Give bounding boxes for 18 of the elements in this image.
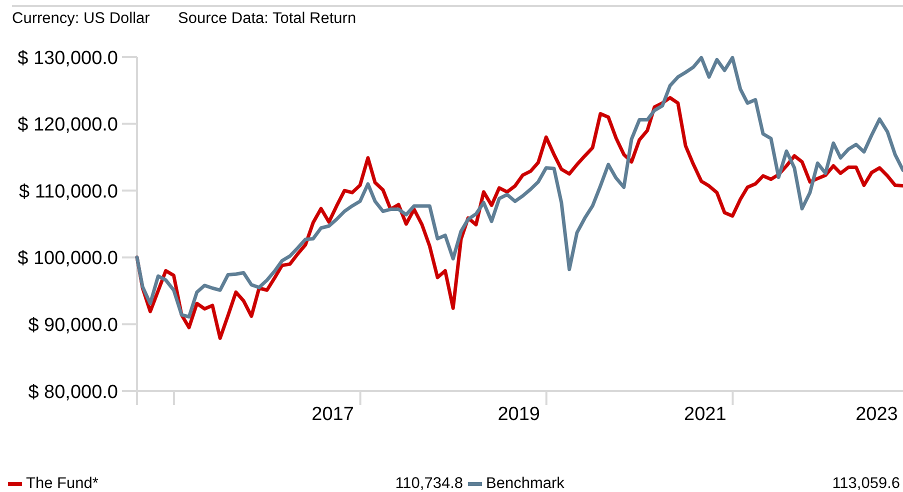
x-tick-label: 2019	[498, 404, 540, 425]
y-tick-label: $ 90,000.0	[28, 315, 118, 336]
legend-label: The Fund*	[26, 475, 98, 492]
y-tick-label: $ 120,000.0	[18, 114, 118, 136]
y-tick-label: $ 110,000.0	[19, 181, 118, 202]
line-series	[135, 96, 903, 340]
text: 110,734.8	[395, 475, 463, 492]
legend-label: Benchmark	[486, 475, 565, 492]
line-series	[135, 56, 903, 319]
source-note: Source Data: Total Return	[178, 10, 356, 27]
y-tick-label: $ 130,000.0	[18, 48, 118, 69]
text: 113,059.6	[832, 475, 900, 492]
y-tick-label: $ 100,000.0	[18, 248, 118, 270]
x-tick-label: 2023	[856, 404, 898, 425]
text: Currency: US Dollar	[12, 10, 150, 27]
y-tick-label: $ 80,000.0	[28, 382, 118, 403]
x-tick-label: 2021	[684, 404, 726, 425]
x-tick-label: 2017	[312, 404, 354, 425]
